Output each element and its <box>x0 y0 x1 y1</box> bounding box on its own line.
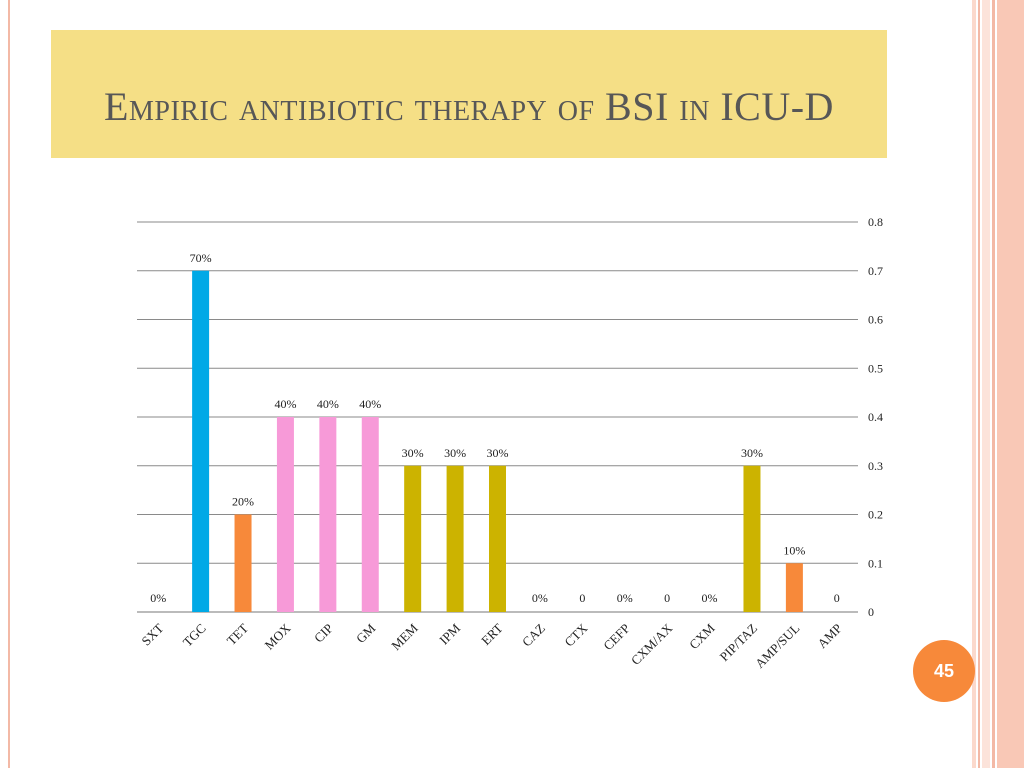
x-tick-label: CAZ <box>519 620 548 649</box>
y-tick-label: 0.7 <box>868 264 883 278</box>
x-tick-label: AMP/SUL <box>752 620 802 670</box>
bar <box>361 417 379 612</box>
y-tick-label: 0.8 <box>868 215 883 229</box>
bar <box>319 417 337 612</box>
bar <box>743 465 761 612</box>
data-label: 0 <box>834 591 840 605</box>
x-tick-label: CEFP <box>600 621 633 654</box>
y-tick-label: 0.3 <box>868 459 883 473</box>
x-tick-label: AMP <box>814 621 845 652</box>
bar <box>276 417 294 612</box>
y-tick-label: 0.6 <box>868 313 883 327</box>
right-decorative-stripes <box>972 0 1024 768</box>
chart-data-labels: 0% 70% 20% 40% 40% 40% 30% 30% 30% 0% 0 0% 0 0% 30% 10%… <box>150 251 840 605</box>
x-tick-label: CIP <box>311 621 336 646</box>
bar <box>489 465 506 612</box>
data-label: 0% <box>532 591 548 605</box>
x-tick-label: ERT <box>478 620 505 647</box>
chart-y-axis: 0 0.1 0.2 0.3 0.4 0.5 0.6 0.7 0.8 <box>868 215 883 619</box>
bar <box>785 563 803 612</box>
x-tick-label: IPM <box>436 620 463 647</box>
data-label: 40% <box>317 397 339 411</box>
data-label: 0% <box>150 591 166 605</box>
data-label: 30% <box>741 446 763 460</box>
data-label: 40% <box>359 397 381 411</box>
data-label: 20% <box>232 495 254 509</box>
bar <box>192 270 210 612</box>
data-label: 40% <box>274 397 296 411</box>
x-tick-label: CTX <box>561 620 590 649</box>
x-tick-label: MOX <box>261 620 293 652</box>
data-label: 70% <box>190 251 212 265</box>
bar <box>234 514 252 612</box>
y-tick-label: 0.5 <box>868 361 883 375</box>
y-tick-label: 0.2 <box>868 508 883 522</box>
chart-bars <box>192 270 803 612</box>
data-label: 30% <box>402 446 424 460</box>
data-label: 0% <box>617 591 633 605</box>
x-tick-label: SXT <box>138 620 166 648</box>
data-label: 0 <box>664 591 670 605</box>
data-label: 0% <box>702 591 718 605</box>
page-number-badge: 45 <box>913 640 975 702</box>
data-label: 10% <box>783 543 805 557</box>
left-accent-line <box>8 0 10 768</box>
x-tick-label: TGC <box>180 621 209 650</box>
x-tick-label: CXM/AX <box>628 620 676 668</box>
x-tick-label: GM <box>353 620 379 646</box>
bar <box>404 465 422 612</box>
y-tick-label: 0 <box>868 605 874 619</box>
x-tick-label: MEM <box>388 620 421 653</box>
x-tick-label: TET <box>224 620 251 647</box>
y-tick-label: 0.4 <box>868 410 883 424</box>
data-label: 0 <box>579 591 585 605</box>
title-banner: Empiric antibiotic therapy of BSI in ICU… <box>51 30 887 158</box>
data-label: 30% <box>487 446 509 460</box>
y-tick-label: 0.1 <box>868 556 883 570</box>
data-label: 30% <box>444 446 466 460</box>
slide-title: Empiric antibiotic therapy of BSI in ICU… <box>104 84 834 129</box>
bar <box>446 465 464 612</box>
chart-x-axis: SXT TGC TET MOX CIP GM MEM IPM ERT CAZ CTX CEFPCXM/… <box>138 620 845 671</box>
x-tick-label: CXM <box>686 620 718 652</box>
